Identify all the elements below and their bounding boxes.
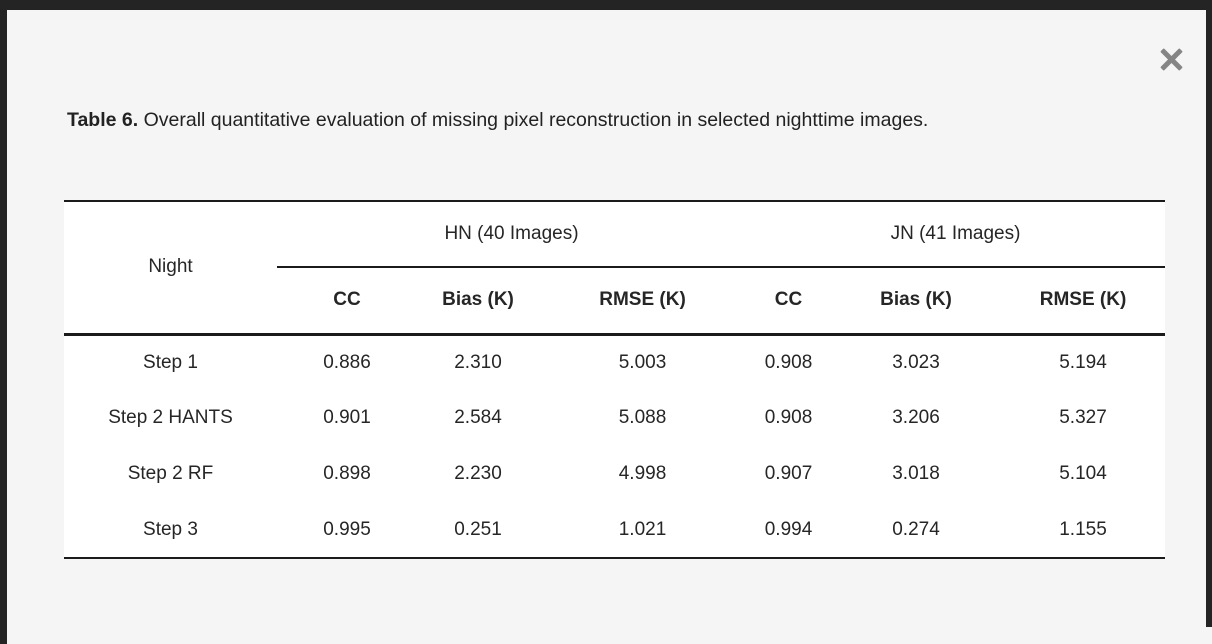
table-cell: 5.003 bbox=[618, 351, 667, 373]
table-cell: 0.901 bbox=[323, 407, 371, 428]
table-cell: 4.998 bbox=[618, 463, 667, 484]
table-cell: 3.023 bbox=[892, 351, 940, 373]
table-cell: 0.274 bbox=[892, 518, 940, 540]
row-label: Step 2 RF bbox=[127, 463, 214, 484]
table-cell: 0.995 bbox=[323, 518, 371, 540]
table-cell: 0.994 bbox=[764, 518, 813, 540]
table-container: Night HN (40 Images) JN (41 Images) CC B… bbox=[64, 200, 1166, 559]
table-cell: 5.327 bbox=[1059, 407, 1107, 428]
table-cell: 3.206 bbox=[892, 407, 940, 428]
table-row: Step 3 0.995 0.251 1.021 0.994 0.274 1.1… bbox=[64, 502, 1165, 558]
table-row: Step 1 0.886 2.310 5.003 0.908 3.023 5.1… bbox=[64, 334, 1165, 390]
table-row: Step 2 RF 0.898 2.230 4.998 0.907 3.018 … bbox=[64, 446, 1165, 502]
table-cell: 0.898 bbox=[323, 463, 371, 484]
table-cell: 5.194 bbox=[1059, 351, 1107, 373]
table-cell: 0.908 bbox=[764, 351, 813, 373]
table-cell: 5.104 bbox=[1059, 463, 1107, 484]
table-caption-label: Table 6. bbox=[67, 108, 139, 131]
table-cell: 1.021 bbox=[618, 518, 667, 540]
table-cell: 0.886 bbox=[323, 351, 371, 373]
table-cell: 1.155 bbox=[1059, 518, 1107, 540]
table-modal: Table 6. Overall quantitative evaluation… bbox=[7, 10, 1206, 644]
column-header-jn-bias: Bias (K) bbox=[831, 267, 1001, 336]
row-label: Step 2 HANTS bbox=[108, 407, 233, 428]
column-header-jn-cc: CC bbox=[746, 267, 831, 336]
table-cell: 5.088 bbox=[618, 407, 667, 428]
column-header-hn-cc: CC bbox=[277, 267, 417, 336]
evaluation-table: Night HN (40 Images) JN (41 Images) CC B… bbox=[64, 200, 1166, 559]
table-caption-text: Overall quantitative evaluation of missi… bbox=[143, 108, 929, 131]
column-header-hn-rmse: RMSE (K) bbox=[539, 267, 746, 336]
table-cell: 2.230 bbox=[454, 463, 502, 484]
close-button[interactable] bbox=[1151, 40, 1191, 80]
table-cell: 3.018 bbox=[892, 463, 940, 484]
table-row: Step 2 HANTS 0.901 2.584 5.088 0.908 3.2… bbox=[64, 390, 1165, 446]
page-frame-left bbox=[0, 0, 7, 644]
table-cell: 0.251 bbox=[454, 518, 502, 540]
group-header-hn: HN (40 Images) bbox=[277, 201, 746, 268]
table-caption: Table 6. Overall quantitative evaluation… bbox=[67, 101, 1165, 139]
page-frame-top bbox=[0, 0, 1212, 10]
column-header-jn-rmse: RMSE (K) bbox=[1001, 267, 1166, 336]
page-frame-right bbox=[1206, 0, 1212, 627]
table-cell: 2.584 bbox=[454, 407, 502, 428]
table-cell: 0.907 bbox=[764, 463, 813, 484]
row-label: Step 3 bbox=[143, 518, 198, 540]
column-header-hn-bias: Bias (K) bbox=[417, 267, 539, 336]
group-header-jn: JN (41 Images) bbox=[746, 201, 1166, 268]
row-label: Step 1 bbox=[143, 351, 198, 373]
column-header-night: Night bbox=[64, 201, 277, 336]
table-cell: 0.908 bbox=[764, 407, 813, 428]
table-cell: 2.310 bbox=[454, 351, 502, 373]
